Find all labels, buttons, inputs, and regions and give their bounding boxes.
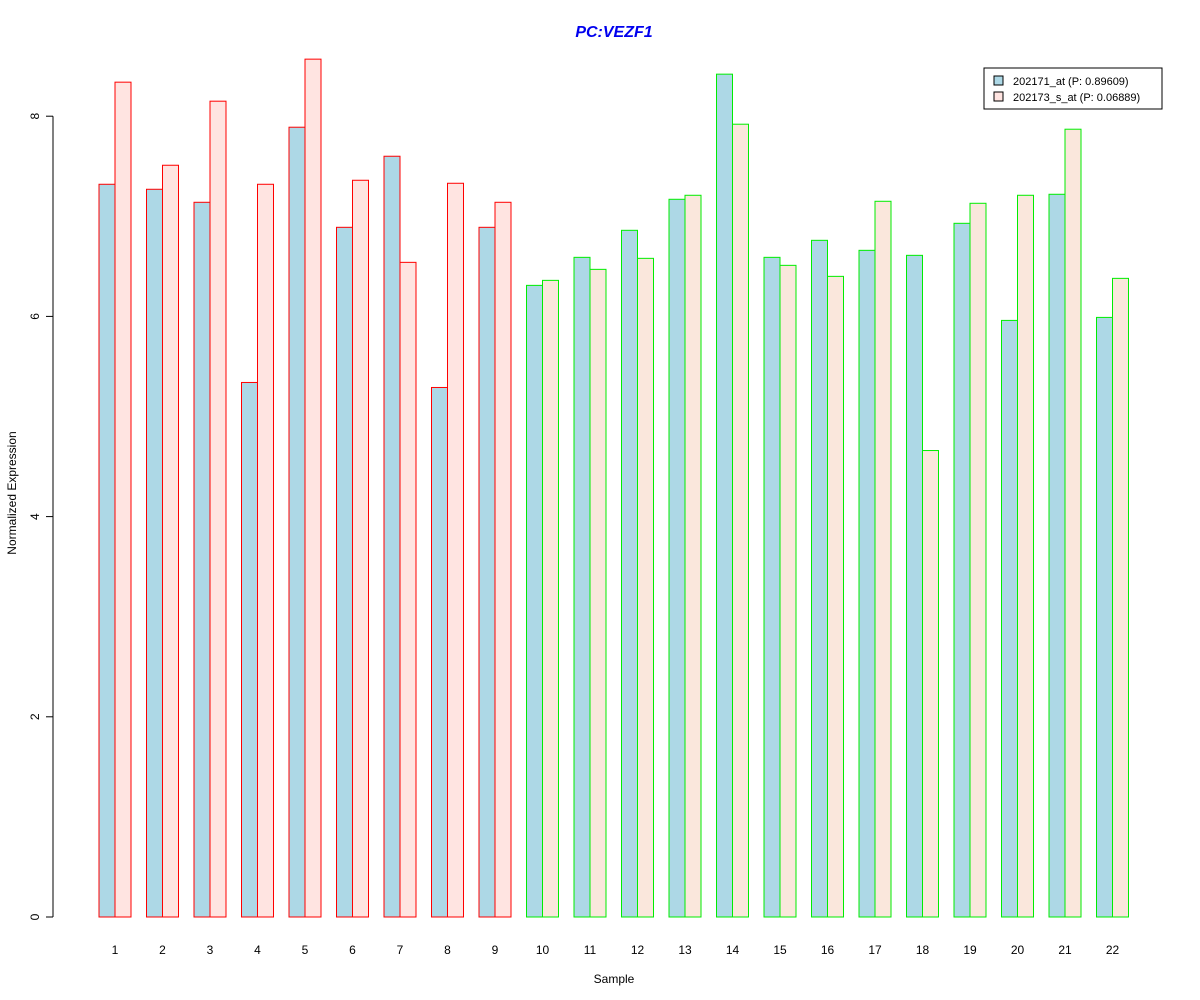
y-tick-label: 4 (28, 513, 42, 520)
x-tick-label: 8 (444, 943, 451, 957)
bar-series-1 (906, 254, 923, 918)
bar-series-1 (1001, 319, 1018, 918)
x-tick-label: 11 (584, 943, 597, 957)
bar-series-1 (763, 256, 781, 918)
bar-series-1 (1048, 193, 1066, 918)
x-tick-label: 9 (492, 943, 499, 957)
bar-series-2 (209, 100, 227, 918)
bar-series-1 (383, 155, 401, 918)
bar-series-2 (874, 200, 892, 918)
x-tick-label: 7 (397, 943, 404, 957)
bar-series-1 (288, 126, 306, 918)
bar-series-1 (953, 222, 971, 918)
y-tick-label: 6 (28, 313, 42, 320)
bar-series-2 (304, 58, 322, 918)
bar-series-2 (589, 268, 607, 918)
bar-series-2 (162, 164, 179, 918)
x-tick-label: 1 (112, 943, 119, 957)
bar-series-2 (542, 279, 559, 918)
y-tick-label: 0 (28, 913, 42, 920)
x-tick-label: 14 (726, 943, 740, 957)
bar-series-1 (858, 249, 876, 918)
legend-label-series-1: 202171_at (P: 0.89609) (1013, 76, 1129, 88)
x-tick-label: 15 (773, 943, 787, 957)
bar-series-1 (621, 229, 638, 918)
bar-series-2 (257, 183, 274, 918)
bar-series-1 (98, 183, 116, 918)
legend-label-series-2: 202173_s_at (P: 0.06889) (1013, 92, 1140, 104)
bar-series-2 (827, 275, 844, 918)
y-axis: 0 2 4 6 8 (28, 113, 54, 920)
bar-series-1 (716, 73, 733, 918)
x-tick-label: 12 (631, 943, 645, 957)
legend-swatch-series-1 (993, 75, 1004, 86)
legend-swatch-series-2 (993, 91, 1004, 102)
bar-series-2 (732, 123, 749, 918)
x-tick-label: 10 (536, 943, 550, 957)
bar-series-1 (336, 226, 353, 918)
bar-series-2 (1064, 128, 1082, 918)
x-tick-label: 5 (302, 943, 309, 957)
bar-series-2 (922, 450, 939, 918)
bar-series-1 (193, 201, 211, 918)
y-tick-label: 8 (28, 113, 42, 120)
x-tick-label: 22 (1106, 943, 1120, 957)
x-tick-label: 13 (678, 943, 692, 957)
x-axis-label: Sample (594, 972, 635, 986)
bar-series-2 (1017, 194, 1034, 918)
bar-series-1 (526, 284, 543, 918)
bar-series-2 (1112, 277, 1129, 918)
bar-series-1 (241, 381, 258, 918)
x-tick-label: 4 (254, 943, 261, 957)
bar-series-1 (811, 239, 828, 918)
x-tick-label: 20 (1011, 943, 1025, 957)
x-tick-label: 21 (1058, 943, 1072, 957)
bar-series-2 (494, 201, 512, 918)
bar-series-2 (114, 81, 132, 918)
y-axis-label: Normalized Expression (5, 431, 19, 554)
legend-box (983, 67, 1163, 110)
bar-series-1 (668, 198, 686, 918)
x-tick-label: 18 (916, 943, 930, 957)
bar-series-2 (779, 264, 797, 918)
bar-series-2 (447, 182, 464, 918)
x-tick-label: 2 (159, 943, 166, 957)
bar-series-2 (352, 179, 369, 918)
bar-series-2 (684, 194, 702, 918)
x-tick-label: 3 (207, 943, 214, 957)
x-tick-label: 16 (821, 943, 835, 957)
bar-series-2 (637, 257, 654, 918)
bar-series-1 (478, 226, 496, 918)
bar-series-2 (969, 202, 987, 918)
bar-series-1 (573, 256, 591, 918)
bars-group (98, 58, 1129, 918)
y-tick-label: 2 (28, 713, 42, 720)
x-tick-label: 19 (963, 943, 977, 957)
bar-series-1 (431, 386, 448, 918)
x-tick-label: 6 (349, 943, 356, 957)
bar-series-1 (1096, 316, 1113, 918)
bar-series-1 (146, 188, 163, 918)
bar-series-2 (399, 261, 417, 918)
legend: 202171_at (P: 0.89609) 202173_s_at (P: 0… (983, 67, 1163, 110)
x-tick-label: 17 (868, 943, 882, 957)
x-tick-labels: 1 2 3 4 5 6 7 8 9 10 11 12 13 14 15 16 17 18 19 20 21 22 (112, 943, 1120, 957)
chart-title: PC:VEZF1 (575, 24, 652, 41)
